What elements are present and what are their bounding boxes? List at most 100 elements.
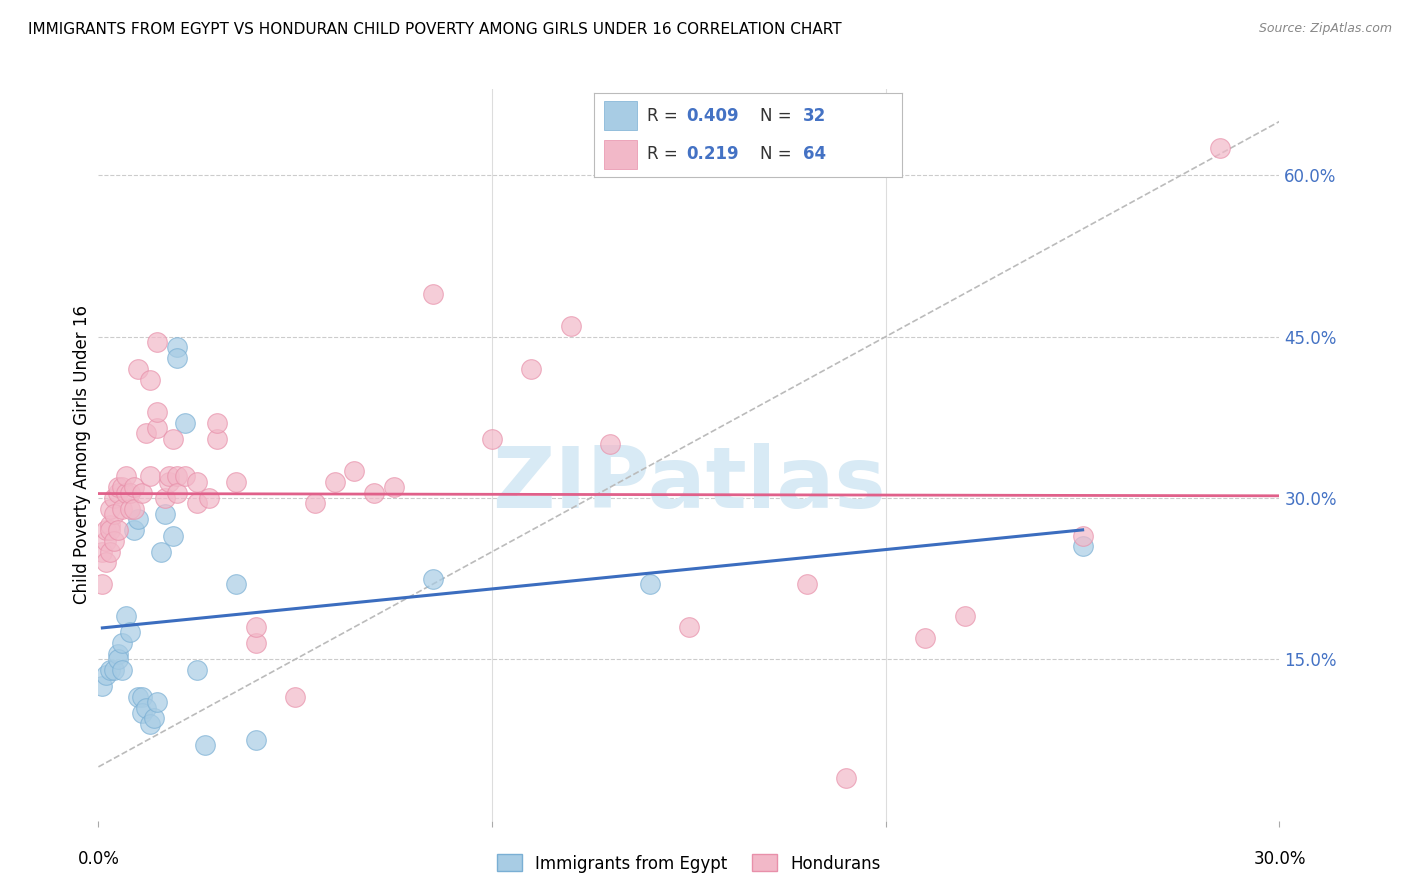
Point [186, 475, 208, 489]
Point [638, 577, 661, 591]
Point [118, 625, 141, 640]
Point [796, 577, 818, 591]
Point [323, 475, 346, 489]
Point [127, 690, 149, 704]
Point [103, 533, 125, 548]
Point [111, 501, 134, 516]
Point [194, 739, 217, 753]
Point [107, 652, 129, 666]
Point [382, 480, 405, 494]
Point [103, 507, 125, 521]
Point [122, 523, 145, 537]
Point [107, 647, 129, 661]
Point [225, 577, 247, 591]
Point [166, 469, 188, 483]
Point [1071, 539, 1094, 553]
Point [481, 432, 503, 446]
Point [111, 480, 134, 494]
Y-axis label: Child Poverty Among Girls Under 16: Child Poverty Among Girls Under 16 [73, 305, 91, 605]
Point [205, 432, 228, 446]
Point [127, 362, 149, 376]
Point [174, 469, 197, 483]
Point [111, 636, 134, 650]
Point [162, 432, 184, 446]
Point [953, 609, 976, 624]
Point [115, 609, 138, 624]
Point [150, 545, 173, 559]
Point [122, 480, 145, 494]
Point [422, 572, 444, 586]
Point [98, 523, 121, 537]
Point [146, 421, 169, 435]
Point [1209, 141, 1232, 155]
Point [225, 475, 247, 489]
Point [245, 636, 267, 650]
Point [115, 469, 138, 483]
Point [1071, 528, 1094, 542]
Point [197, 491, 219, 505]
Text: 30.0%: 30.0% [1253, 850, 1306, 868]
Point [135, 700, 157, 714]
Point [304, 496, 326, 510]
Point [131, 706, 153, 720]
Point [115, 485, 138, 500]
Point [131, 690, 153, 704]
Point [166, 340, 188, 354]
Point [98, 545, 121, 559]
Point [142, 711, 165, 725]
Point [914, 631, 936, 645]
Point [155, 491, 177, 505]
Point [138, 716, 160, 731]
Point [520, 362, 543, 376]
Point [98, 663, 121, 677]
Point [127, 512, 149, 526]
Point [96, 668, 118, 682]
Point [166, 485, 188, 500]
Point [96, 523, 118, 537]
Point [91, 545, 114, 559]
Point [107, 485, 129, 500]
Point [245, 733, 267, 747]
Point [91, 679, 114, 693]
Point [135, 426, 157, 441]
Point [118, 485, 141, 500]
Text: Source: ZipAtlas.com: Source: ZipAtlas.com [1258, 22, 1392, 36]
Point [157, 475, 180, 489]
Point [146, 405, 169, 419]
Point [107, 480, 129, 494]
Point [560, 318, 582, 333]
Point [96, 533, 118, 548]
Point [98, 501, 121, 516]
Point [166, 351, 188, 365]
Point [162, 528, 184, 542]
Point [138, 373, 160, 387]
Point [157, 469, 180, 483]
Point [122, 501, 145, 516]
Text: IMMIGRANTS FROM EGYPT VS HONDURAN CHILD POVERTY AMONG GIRLS UNDER 16 CORRELATION: IMMIGRANTS FROM EGYPT VS HONDURAN CHILD … [28, 22, 842, 37]
Point [284, 690, 307, 704]
Point [422, 286, 444, 301]
Point [146, 334, 169, 349]
Point [205, 416, 228, 430]
Point [155, 507, 177, 521]
Point [118, 501, 141, 516]
Point [111, 663, 134, 677]
Point [678, 620, 700, 634]
Point [131, 485, 153, 500]
Point [138, 469, 160, 483]
Text: ZIPatlas: ZIPatlas [492, 442, 886, 525]
Point [363, 485, 385, 500]
Point [186, 663, 208, 677]
Point [103, 491, 125, 505]
Point [343, 464, 366, 478]
Point [107, 523, 129, 537]
Point [91, 577, 114, 591]
Point [98, 517, 121, 532]
Point [96, 556, 118, 570]
Point [186, 496, 208, 510]
Point [245, 620, 267, 634]
Legend: Immigrants from Egypt, Hondurans: Immigrants from Egypt, Hondurans [491, 847, 887, 880]
Point [174, 416, 197, 430]
Text: 0.0%: 0.0% [77, 850, 120, 868]
Point [835, 771, 858, 785]
